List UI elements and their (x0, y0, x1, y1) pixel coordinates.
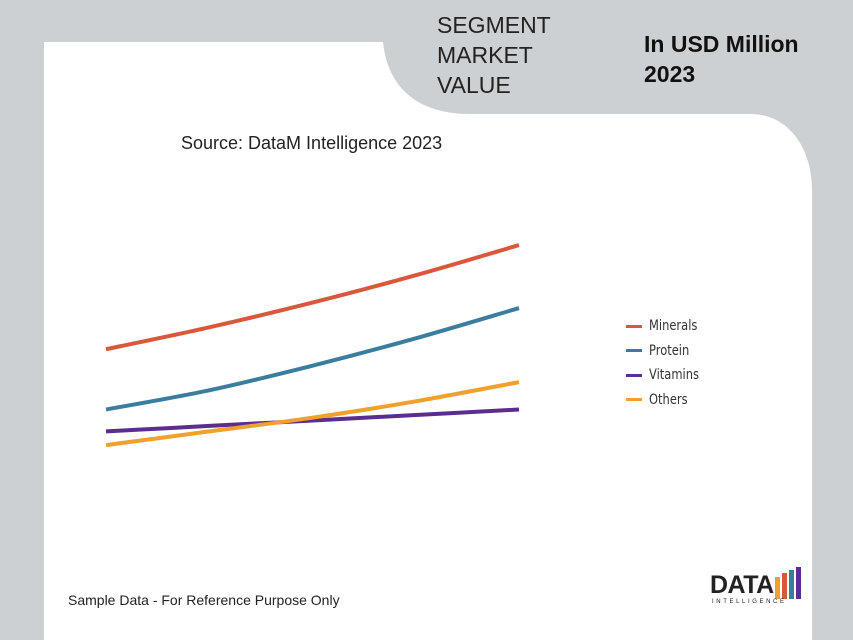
legend-label: Protein (649, 342, 690, 359)
datam-logo: DATA INTELLIGENCE (710, 565, 802, 610)
logo-subtext: INTELLIGENCE (712, 599, 787, 605)
logo-bars-icon (775, 567, 801, 599)
chart-panel (44, 42, 812, 640)
legend-label: Vitamins (649, 367, 699, 384)
legend-item-vitamins: Vitamins (626, 363, 710, 388)
series-line-protein (105, 306, 520, 412)
series-line-minerals (105, 243, 520, 352)
title-line: SEGMENT (437, 12, 551, 38)
legend-item-others: Others (626, 388, 710, 413)
series-line-others (105, 380, 520, 448)
source-text: Source: DataM Intelligence 2023 (181, 133, 443, 153)
legend-item-minerals: Minerals (626, 314, 710, 339)
plot-area (105, 243, 520, 448)
legend-item-protein: Protein (626, 339, 710, 364)
logo-text: DATA (710, 571, 774, 599)
legend-label: Others (649, 391, 688, 408)
segment-title: SEGMENT MARKET VALUE (437, 10, 551, 100)
title-line: MARKET (437, 42, 533, 68)
legend-swatch (626, 349, 642, 353)
unit-line: In USD Million (644, 31, 799, 57)
legend-label: Minerals (649, 318, 698, 335)
year-line: 2023 (644, 61, 696, 87)
title-line: VALUE (437, 72, 511, 98)
legend-swatch (626, 324, 642, 328)
legend-swatch (626, 373, 642, 377)
unit-label: In USD Million 2023 (644, 29, 799, 89)
footnote: Sample Data - For Reference Purpose Only (68, 592, 340, 608)
legend: Minerals Protein Vitamins Others (626, 314, 710, 412)
series-line-vitamins (105, 407, 520, 434)
legend-swatch (626, 398, 642, 402)
